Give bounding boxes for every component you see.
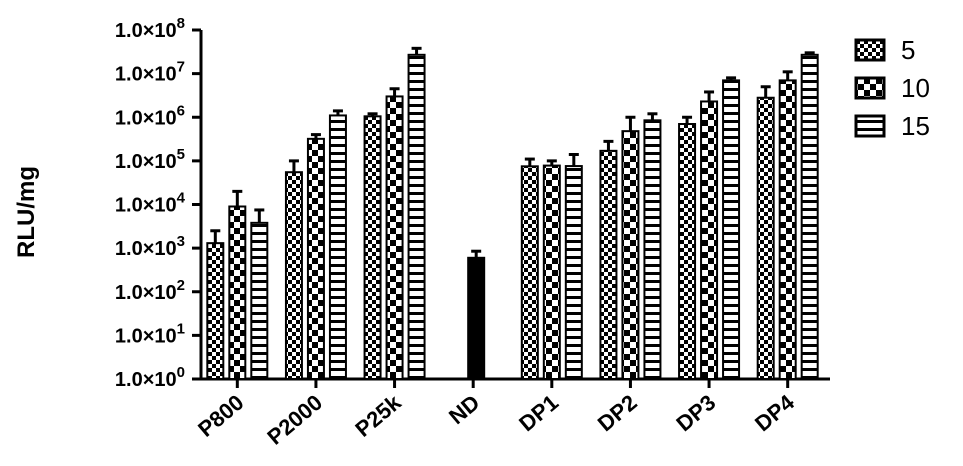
legend: 5 10 15 [854, 35, 930, 141]
bar-p2000-15 [328, 114, 347, 380]
y-tick-label: 1.0×106 [115, 102, 185, 129]
bar-dp4-5 [756, 96, 775, 380]
bar-p800-10 [228, 205, 247, 380]
bar-p25k-5 [363, 115, 382, 380]
bar-dp4-10 [778, 79, 797, 380]
bar-dp3-15 [722, 79, 741, 380]
legend-label-10: 10 [901, 73, 930, 103]
bar-dp2-15 [643, 119, 662, 380]
x-tick-label: ND [444, 390, 484, 430]
x-tick-label: P800 [193, 390, 248, 442]
bar-p2000-10 [306, 137, 325, 380]
y-axis-title: RLU/mg [13, 166, 40, 258]
y-tick-label: 1.0×101 [115, 320, 185, 347]
bar-p25k-10 [385, 95, 404, 381]
legend-label-5: 5 [901, 35, 915, 65]
y-tick-label: 1.0×107 [115, 59, 185, 86]
y-tick-label: 1.0×102 [115, 277, 185, 304]
bar-p2000-5 [284, 171, 303, 380]
bar-p800-5 [206, 242, 225, 380]
legend-swatch-5 [854, 38, 886, 62]
bar-dp3-5 [678, 123, 697, 380]
legend-label-15: 15 [901, 111, 930, 141]
legend-swatch-15 [854, 114, 886, 138]
bar-p800-15 [250, 221, 269, 380]
x-tick-label: DP4 [750, 389, 799, 436]
y-tick-label: 1.0×105 [115, 146, 185, 173]
bar-dp2-10 [621, 130, 640, 380]
x-tick-label: DP1 [514, 390, 563, 437]
y-tick-label: 1.0×100 [115, 364, 185, 391]
y-axis: 1.0×100 1.0×101 1.0×102 1.0×103 1.0×104 1.0×1… [115, 15, 203, 391]
x-tick-label: P2000 [262, 390, 327, 450]
bar-dp1-15 [564, 165, 583, 380]
x-tick-label: DP2 [593, 390, 642, 437]
bar-dp4-15 [800, 53, 819, 380]
bar-dp3-10 [700, 100, 719, 380]
legend-swatch-10 [854, 76, 886, 100]
bar-dp2-5 [599, 149, 618, 380]
x-axis: P800 P2000 P25k ND DP1 DP2 DP3 DP4 [193, 377, 830, 450]
bar-dp1-5 [520, 165, 539, 380]
bars [206, 46, 819, 381]
y-tick-label: 1.0×103 [115, 233, 185, 260]
bar-p25k-15 [407, 53, 426, 380]
bar-nd [467, 256, 486, 381]
bar-dp1-10 [542, 164, 561, 380]
y-tick-label: 1.0×108 [115, 15, 185, 42]
x-tick-label: P25k [350, 389, 406, 442]
y-tick-label: 1.0×104 [115, 190, 186, 217]
x-tick-label: DP3 [671, 390, 720, 437]
